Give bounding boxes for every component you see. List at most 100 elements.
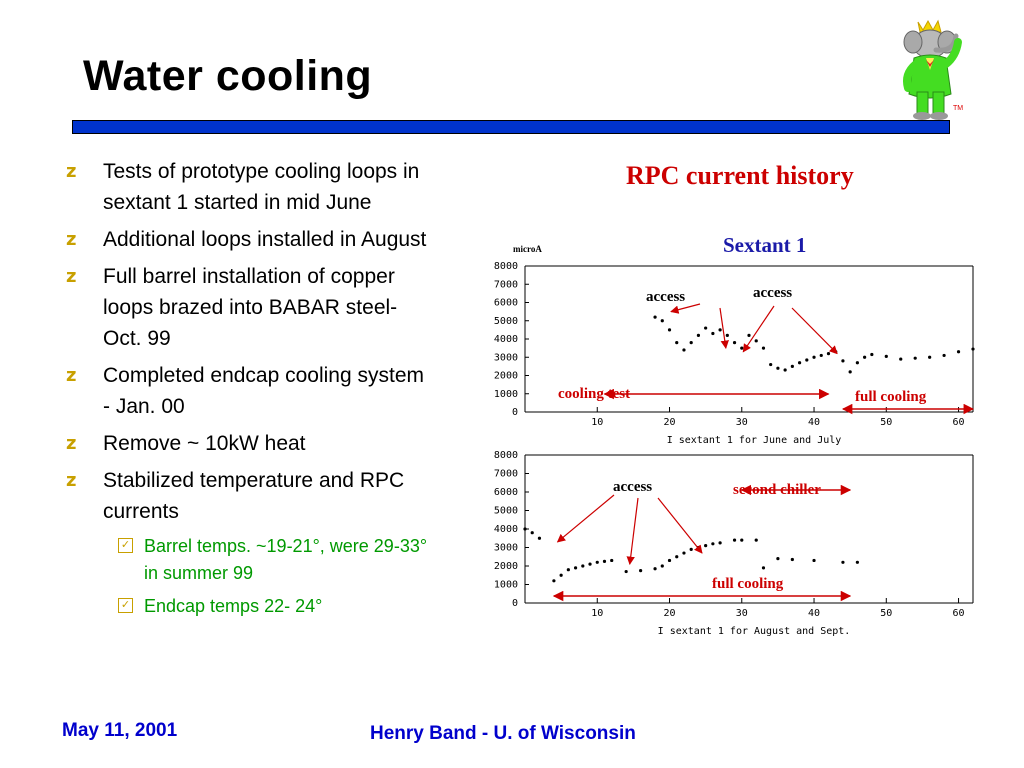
data-point <box>776 366 780 370</box>
data-point <box>660 319 664 323</box>
data-point <box>530 531 534 535</box>
data-point <box>711 331 715 336</box>
y-tick-label: 5000 <box>494 506 518 517</box>
y-tick-label: 6000 <box>494 298 518 309</box>
data-point <box>805 358 809 362</box>
data-point <box>812 355 816 359</box>
annotation-arrow <box>626 497 639 565</box>
data-point <box>776 557 780 561</box>
data-point <box>754 538 758 542</box>
data-point <box>855 560 859 564</box>
data-point <box>675 341 679 345</box>
data-point <box>566 568 570 572</box>
data-point <box>899 357 903 361</box>
data-point <box>552 579 556 583</box>
sub-bullet-text: Endcap temps 22- 24° <box>144 596 323 616</box>
bullet-item: z Full barrel installation of copper loop… <box>66 261 436 354</box>
y-tick-label: 3000 <box>494 543 518 554</box>
bullet-item: z Tests of prototype cooling loops in sex… <box>66 156 436 218</box>
data-point <box>761 346 766 350</box>
y-tick-label: 7000 <box>494 279 518 290</box>
y-tick-label: 7000 <box>494 469 518 480</box>
data-point <box>610 558 614 563</box>
data-point <box>602 559 607 563</box>
data-point <box>841 359 845 363</box>
data-point <box>812 558 816 563</box>
data-point <box>797 361 802 365</box>
z-bullet-icon: z <box>66 266 77 287</box>
z-bullet-icon: z <box>66 470 77 491</box>
chart-subtitle: Sextant 1 <box>723 233 807 257</box>
data-point <box>790 557 794 562</box>
data-point <box>971 347 975 351</box>
annotation-label: access <box>753 285 792 301</box>
bullet-text: Stabilized temperature and RPC currents <box>103 469 405 523</box>
checkbox-bullet-icon: ✓ <box>118 598 133 613</box>
sub-bullet-item: ✓ Endcap temps 22- 24° <box>118 593 436 620</box>
data-point <box>675 555 679 559</box>
x-tick-label: 40 <box>808 417 820 428</box>
data-point <box>667 328 672 332</box>
annotation-arrow <box>719 307 729 349</box>
x-tick-label: 10 <box>591 608 603 619</box>
data-point <box>855 361 859 365</box>
x-axis-label: I sextant 1 for August and Sept. <box>658 626 851 637</box>
data-point <box>573 566 578 570</box>
data-point <box>790 364 794 368</box>
y-tick-label: 4000 <box>494 334 518 345</box>
sub-bullet-item: ✓ Barrel temps. ~19-21°, were 29-33° in s… <box>118 533 436 587</box>
bullet-text: Remove ~ 10kW heat <box>103 432 306 455</box>
y-tick-label: 3000 <box>494 352 518 363</box>
data-point <box>863 355 867 359</box>
data-point <box>595 560 599 564</box>
y-tick-label: 8000 <box>494 450 518 461</box>
data-point <box>682 551 686 555</box>
data-point <box>704 326 708 330</box>
title-divider-bar <box>72 120 950 134</box>
data-point <box>718 541 722 545</box>
data-point <box>559 573 563 577</box>
footer-date: May 11, 2001 <box>62 720 178 741</box>
z-bullet-icon: z <box>66 433 77 454</box>
data-point <box>754 339 758 343</box>
y-tick-label: 5000 <box>494 316 518 327</box>
y-tick-label: 1000 <box>494 389 518 400</box>
data-point <box>523 527 527 531</box>
data-point <box>956 350 961 354</box>
data-point <box>761 566 766 570</box>
y-tick-label: 4000 <box>494 524 518 535</box>
data-point <box>696 333 701 337</box>
data-point <box>732 538 737 542</box>
checkbox-bullet-icon: ✓ <box>118 538 133 553</box>
x-tick-label: 60 <box>953 608 965 619</box>
x-axis-label: I sextant 1 for June and July <box>667 435 842 446</box>
annotation-arrow <box>657 497 703 554</box>
annotation-arrow <box>556 494 615 543</box>
data-point <box>725 333 729 337</box>
data-point <box>711 542 715 546</box>
z-bullet-icon: z <box>66 365 77 386</box>
annotation-label: full cooling <box>712 576 784 592</box>
data-point <box>639 569 643 573</box>
bullet-item: z Additional loops installed in August <box>66 224 436 255</box>
y-tick-label: 2000 <box>494 561 518 572</box>
x-tick-label: 10 <box>591 417 603 428</box>
data-point <box>870 352 874 357</box>
bullet-item: z Remove ~ 10kW heat <box>66 428 436 459</box>
data-point <box>942 353 946 358</box>
bullet-item: z Stabilized temperature and RPC currents <box>66 465 436 527</box>
x-tick-label: 60 <box>953 417 965 428</box>
bullet-text: Full barrel installation of copper loops… <box>103 265 398 350</box>
data-point <box>740 346 744 350</box>
data-point <box>819 353 823 358</box>
data-point <box>667 558 672 563</box>
bullet-list: z Tests of prototype cooling loops in sex… <box>66 156 436 626</box>
data-point <box>581 564 585 568</box>
data-point <box>537 536 542 540</box>
bullet-text: Additional loops installed in August <box>103 228 427 251</box>
data-point <box>884 354 888 358</box>
y-tick-label: 1000 <box>494 580 518 591</box>
bullet-text: Tests of prototype cooling loops in sext… <box>103 160 420 214</box>
annotation-arrow <box>791 307 838 355</box>
data-point <box>826 352 831 356</box>
